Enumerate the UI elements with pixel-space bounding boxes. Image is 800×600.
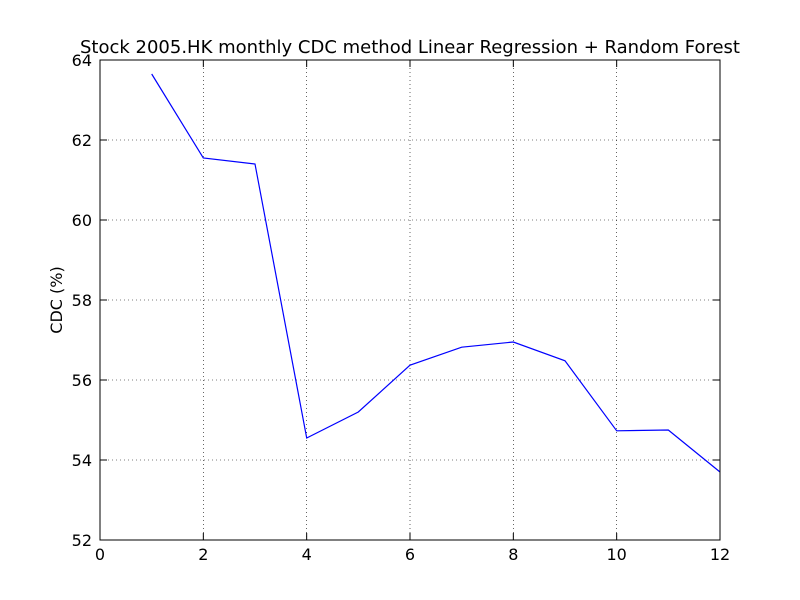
y-tick-label: 54 — [72, 451, 92, 470]
x-tick-label: 10 — [606, 545, 626, 564]
ticks: 0 2 4 6 8 10 12 52 54 56 58 60 62 64 — [72, 51, 731, 564]
y-tick-label: 64 — [72, 51, 92, 70]
chart-title: Stock 2005.HK monthly CDC method Linear … — [80, 37, 740, 58]
x-tick-label: 4 — [302, 545, 312, 564]
x-tick-label: 8 — [508, 545, 518, 564]
y-tick-label: 58 — [72, 291, 92, 310]
y-axis-label: CDC (%) — [47, 266, 66, 333]
x-tick-label: 12 — [710, 545, 730, 564]
y-tick-label: 52 — [72, 531, 92, 550]
grid — [100, 60, 720, 540]
y-tick-label: 56 — [72, 371, 92, 390]
series-line — [151, 73, 721, 473]
series-layer — [151, 73, 721, 473]
x-tick-label: 0 — [95, 545, 105, 564]
y-tick-label: 60 — [72, 211, 92, 230]
y-tick-label: 62 — [72, 131, 92, 150]
x-tick-label: 6 — [405, 545, 415, 564]
x-tick-label: 2 — [198, 545, 208, 564]
